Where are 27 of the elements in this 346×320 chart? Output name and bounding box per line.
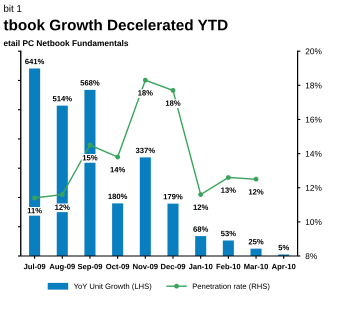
point <box>32 196 38 200</box>
y2-tick-label: 18% <box>306 82 322 88</box>
bar <box>29 68 40 256</box>
y2-tick-label: 10% <box>306 219 322 225</box>
chart-subtitle: etail PC Netbook Fundamentals <box>4 40 128 46</box>
bar <box>56 106 68 256</box>
bar <box>140 157 151 256</box>
y2-tick-label: 8% <box>306 253 317 260</box>
point <box>88 142 92 148</box>
bar <box>250 248 262 256</box>
bar <box>222 240 234 256</box>
point <box>170 88 176 93</box>
text: bit 1 <box>4 4 22 12</box>
point <box>115 154 120 160</box>
y2-tick-label: 12% <box>306 184 322 191</box>
y2-tick-label: 14% <box>306 150 322 157</box>
chart-title: tbook Growth Decelerated YTD <box>4 19 228 30</box>
point <box>142 78 148 83</box>
point <box>198 192 204 197</box>
bar <box>112 203 124 256</box>
point <box>60 192 65 197</box>
y2-tick-label: 20% <box>306 48 322 54</box>
point <box>226 175 231 180</box>
bar <box>167 204 179 256</box>
point <box>254 176 258 182</box>
bar <box>195 236 206 256</box>
y2-tick-label: 16% <box>306 116 322 123</box>
